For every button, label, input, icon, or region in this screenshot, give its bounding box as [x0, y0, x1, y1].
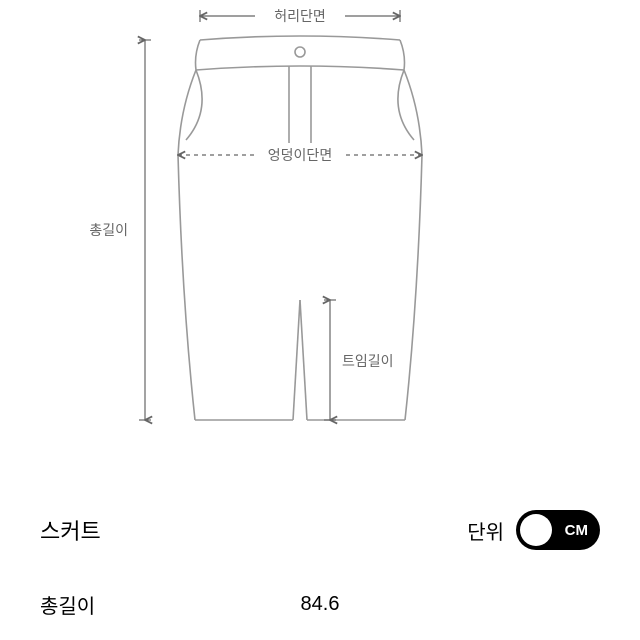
measurement-row: 총길이 84.6 [40, 590, 600, 619]
unit-value: CM [565, 522, 588, 539]
waist-measure: 허리단면 [200, 8, 400, 24]
measurement-label: 총길이 [40, 590, 95, 619]
unit-label: 단위 [467, 516, 504, 545]
slit-length-label: 트임길이 [342, 353, 394, 369]
total-length-label: 총길이 [89, 222, 128, 238]
slit-length-measure: 트임길이 [324, 300, 408, 420]
measurement-value: 84.6 [301, 593, 340, 616]
unit-group: 단위 CM [467, 510, 600, 550]
product-header-row: 스커트 단위 CM [40, 510, 600, 550]
total-length-measure: 총길이 [60, 40, 151, 420]
unit-toggle[interactable]: CM [516, 510, 600, 550]
waist-label: 허리단면 [274, 8, 326, 24]
hip-label: 엉덩이단면 [268, 147, 332, 163]
size-diagram: 허리단면 엉덩이단면 총길이 트임길이 [0, 0, 640, 470]
toggle-knob [520, 514, 552, 546]
skirt-diagram-svg: 허리단면 엉덩이단면 총길이 트임길이 [0, 0, 640, 470]
product-name: 스커트 [40, 514, 101, 546]
hip-measure: 엉덩이단면 [178, 143, 422, 165]
